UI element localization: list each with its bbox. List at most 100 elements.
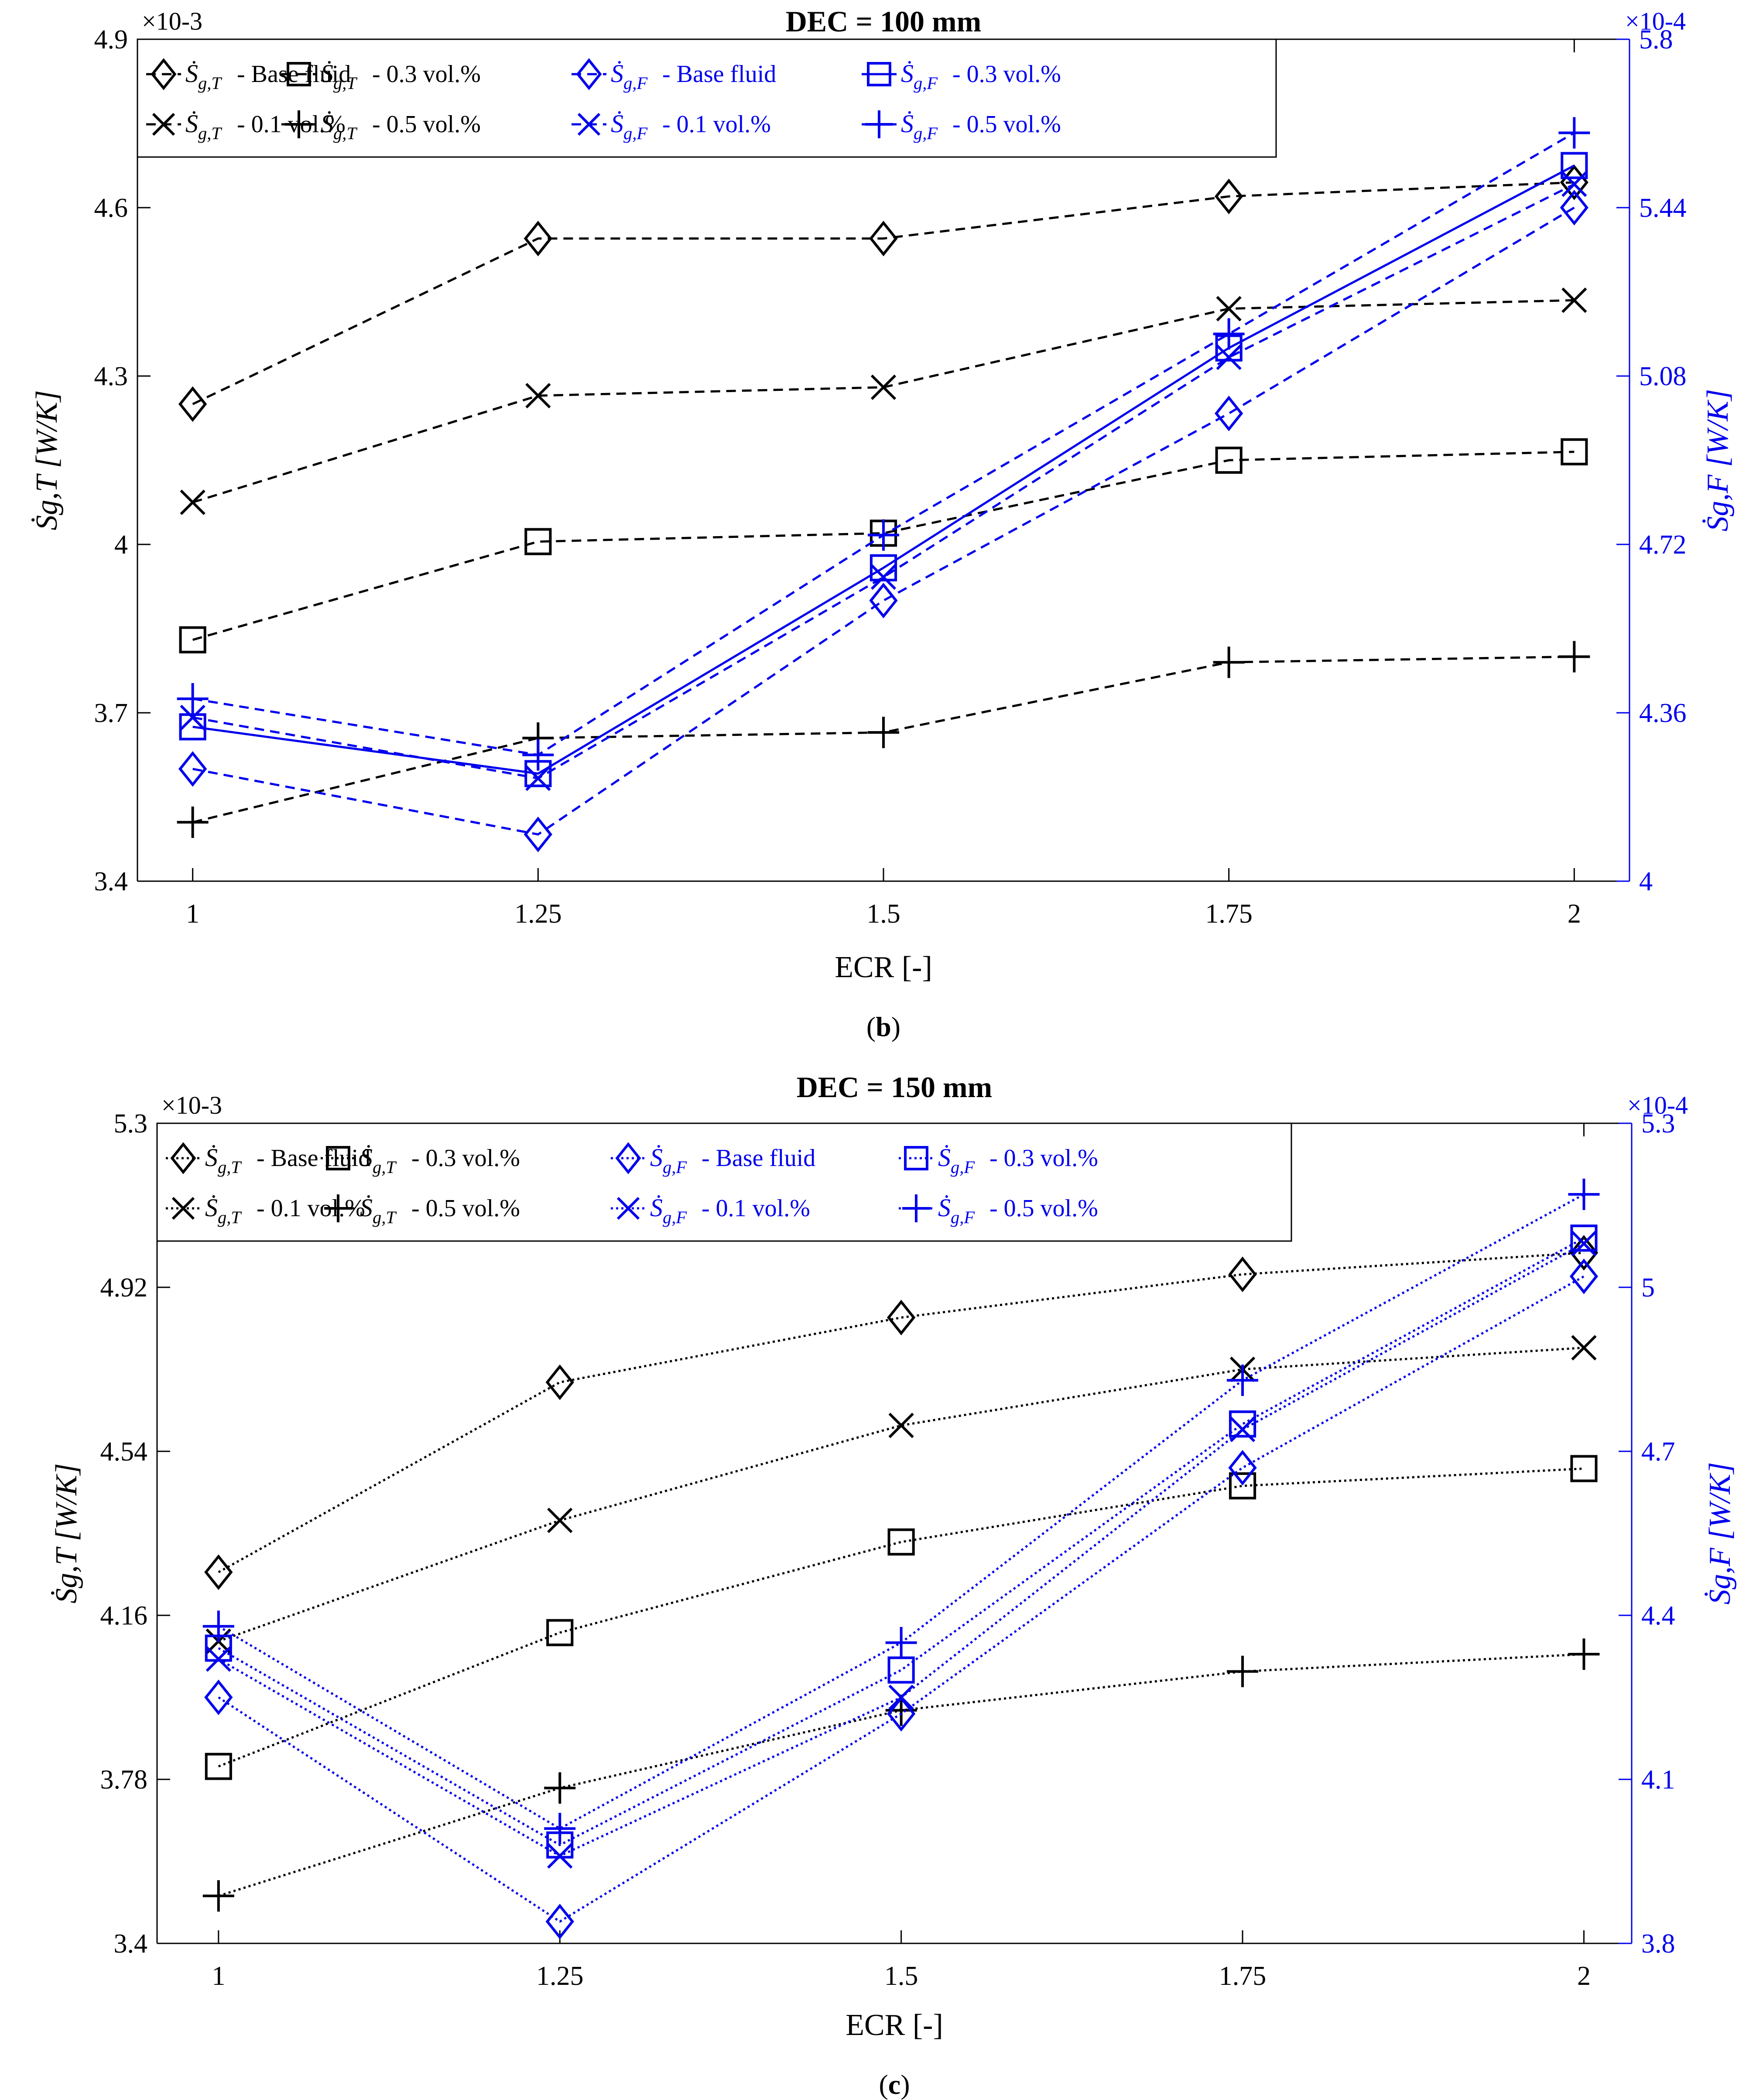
legend-entry: Ṡg,T - Base fluid bbox=[146, 58, 351, 93]
legend-symbol: Ṡg,F bbox=[611, 109, 648, 143]
y-right-tick-label: 4.7 bbox=[1641, 1437, 1675, 1467]
legend-entry: Ṡg,T - 0.3 vol.% bbox=[281, 59, 481, 93]
y-left-tick-label: 4.9 bbox=[94, 25, 128, 55]
series-line bbox=[192, 655, 1575, 824]
y-right-tick-label: 4.4 bbox=[1641, 1601, 1675, 1631]
series-3 bbox=[177, 641, 1590, 838]
data-point-marker bbox=[177, 806, 209, 838]
legend-label: - 0.5 vol.% bbox=[989, 1195, 1098, 1222]
x-tick-label: 1.25 bbox=[514, 899, 562, 929]
data-point-marker bbox=[1568, 1178, 1600, 1210]
data-point-marker bbox=[524, 816, 552, 852]
data-point-marker bbox=[1228, 1256, 1257, 1293]
y-right-tick-label: 5.08 bbox=[1639, 362, 1687, 391]
x-axis-label: ECR [-] bbox=[846, 2008, 943, 2042]
legend-entry: Ṡg,T - 0.5 vol.% bbox=[281, 109, 481, 143]
right-multiplier: ×10-4 bbox=[1627, 1091, 1688, 1119]
series-5 bbox=[205, 1231, 1597, 1869]
legend-symbol: Ṡg,T bbox=[360, 1194, 397, 1227]
series-line bbox=[192, 164, 1575, 775]
legend-entry: Ṡg,T - 0.5 vol.% bbox=[321, 1194, 520, 1227]
legend-marker bbox=[904, 1146, 928, 1170]
y-left-tick-label: 3.4 bbox=[94, 867, 128, 896]
data-point-marker bbox=[524, 220, 552, 257]
legend-symbol: Ṡg,T bbox=[321, 59, 357, 93]
legend-label: - Base fluid bbox=[662, 61, 776, 88]
x-tick-label: 1 bbox=[186, 899, 199, 929]
right-multiplier: ×10-4 bbox=[1625, 7, 1686, 35]
legend-label: - 0.3 vol.% bbox=[411, 1145, 520, 1172]
legend-box bbox=[156, 1122, 1292, 1242]
series-7 bbox=[177, 117, 1590, 771]
data-point-marker bbox=[1570, 1224, 1598, 1252]
legend-marker bbox=[324, 1194, 352, 1222]
legend-label: - 0.3 vol.% bbox=[372, 61, 481, 88]
left-multiplier: ×10-3 bbox=[161, 1091, 222, 1119]
data-point-marker bbox=[1561, 171, 1587, 197]
series-line bbox=[218, 1467, 1584, 1768]
series-line bbox=[218, 1347, 1584, 1642]
data-point-marker bbox=[888, 1413, 914, 1438]
y-left-tick-label: 3.7 bbox=[94, 698, 128, 728]
y-right-tick-label: 5 bbox=[1641, 1273, 1655, 1303]
data-point-marker bbox=[179, 713, 206, 741]
legend-marker bbox=[287, 62, 311, 86]
x-tick-label: 1.75 bbox=[1219, 1961, 1267, 1991]
series-line bbox=[192, 451, 1575, 641]
series-0 bbox=[178, 164, 1588, 422]
data-point-marker bbox=[887, 1656, 915, 1684]
data-point-marker bbox=[1568, 1638, 1600, 1670]
x-tick-label: 2 bbox=[1568, 899, 1581, 929]
data-point-marker bbox=[1229, 1410, 1256, 1438]
data-point-marker bbox=[524, 528, 552, 555]
legend-marker bbox=[902, 1194, 930, 1222]
legend-label: - Base fluid bbox=[702, 1145, 815, 1172]
data-point-marker bbox=[179, 626, 206, 653]
y-left-tick-label: 4 bbox=[114, 530, 128, 560]
series-line bbox=[218, 1653, 1584, 1897]
legend-label: - Base fluid bbox=[237, 61, 351, 88]
data-point-marker bbox=[1558, 641, 1590, 673]
series-line bbox=[192, 183, 1575, 780]
data-point-marker bbox=[868, 519, 899, 551]
chart-panel-c: DEC = 150 mm 1 1.25 1.5 1.75 2 3.4 3.78 4.16 4.54… bbox=[50, 1071, 1737, 2100]
data-point-marker bbox=[1561, 438, 1588, 465]
legend-label: - 0.5 vol.% bbox=[372, 111, 481, 138]
series-4 bbox=[204, 1259, 1599, 1939]
legend-symbol: Ṡg,F bbox=[901, 109, 938, 143]
data-point-marker bbox=[887, 1696, 916, 1732]
data-point-marker bbox=[870, 374, 897, 400]
legend-symbol: Ṡg,F bbox=[650, 1194, 687, 1227]
data-point-marker bbox=[180, 705, 205, 730]
legend-symbol: Ṡg,T bbox=[185, 59, 222, 93]
legend-marker bbox=[326, 1146, 350, 1170]
legend-entry: Ṡg,F - 0.3 vol.% bbox=[862, 59, 1061, 93]
x-tick-label: 1 bbox=[212, 1961, 225, 1991]
y-right-axis-label: Ṡg,F [W/K] bbox=[1703, 1462, 1737, 1605]
y-right-tick-label: 4.1 bbox=[1641, 1765, 1675, 1795]
data-point-marker bbox=[202, 1611, 234, 1642]
legend-marker bbox=[285, 110, 313, 138]
data-point-marker bbox=[547, 1508, 573, 1533]
chart-title: DEC = 150 mm bbox=[797, 1071, 993, 1104]
legend-marker bbox=[616, 1197, 640, 1220]
legend-symbol: Ṡg,T bbox=[185, 109, 222, 143]
legend-label: - 0.1 vol.% bbox=[702, 1195, 810, 1222]
data-point-marker bbox=[544, 1813, 576, 1844]
legend-marker bbox=[152, 113, 175, 136]
data-point-marker bbox=[180, 489, 205, 515]
legend-label: - Base fluid bbox=[257, 1145, 370, 1172]
legend-entry: Ṡg,T - 0.3 vol.% bbox=[321, 1143, 520, 1177]
data-point-marker bbox=[1229, 1472, 1256, 1500]
data-point-marker bbox=[1560, 190, 1588, 226]
data-point-marker bbox=[1213, 318, 1245, 350]
data-point-marker bbox=[1215, 178, 1243, 215]
y-left-tick-label: 4.92 bbox=[100, 1273, 148, 1303]
legend-entry: Ṡg,T - Base fluid bbox=[166, 1142, 370, 1177]
y-left-tick-label: 4.6 bbox=[94, 193, 128, 223]
x-axis-label: ECR [-] bbox=[835, 951, 932, 984]
series-6 bbox=[179, 152, 1588, 787]
legend-label: - 0.5 vol.% bbox=[411, 1195, 520, 1222]
legend-marker bbox=[577, 113, 601, 136]
